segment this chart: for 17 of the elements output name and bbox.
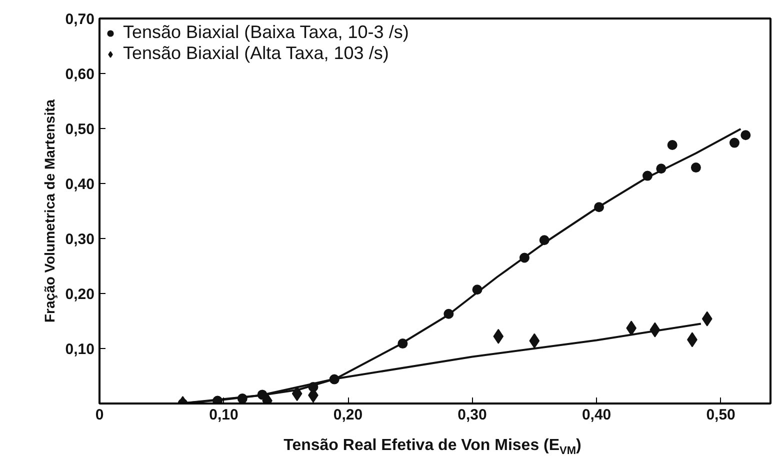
y-axis-title: Fração Volumetrica de Martensita [41,99,58,323]
y-tick-label: 0,30 [65,231,95,248]
x-tick-label: 0,10 [209,406,238,424]
legend-label: Tensão Biaxial (Alta Taxa, 103 /s) [123,43,389,64]
y-tick-label: 0,20 [65,286,95,303]
y-tick-label: 0,50 [65,121,95,138]
y-tick-label: 0,60 [65,66,95,83]
legend-label: Tensão Biaxial (Baixa Taxa, 10-3 /s) [123,22,409,43]
x-tick-label: 0,20 [333,406,363,424]
x-tick-label: 0,50 [706,406,736,424]
x-axis-title: Tensão Real Efetiva de Von Mises (E$_{VM}$) [284,436,582,460]
x-tick-label: 0,30 [458,406,487,424]
y-tick-label: 0,40 [65,176,95,193]
y-tick-label: 0,70 [65,11,95,28]
x-tick-label: 0,40 [582,406,612,424]
y-tick-label: 0,10 [65,341,95,358]
x-tick-label: 0 [95,406,104,424]
